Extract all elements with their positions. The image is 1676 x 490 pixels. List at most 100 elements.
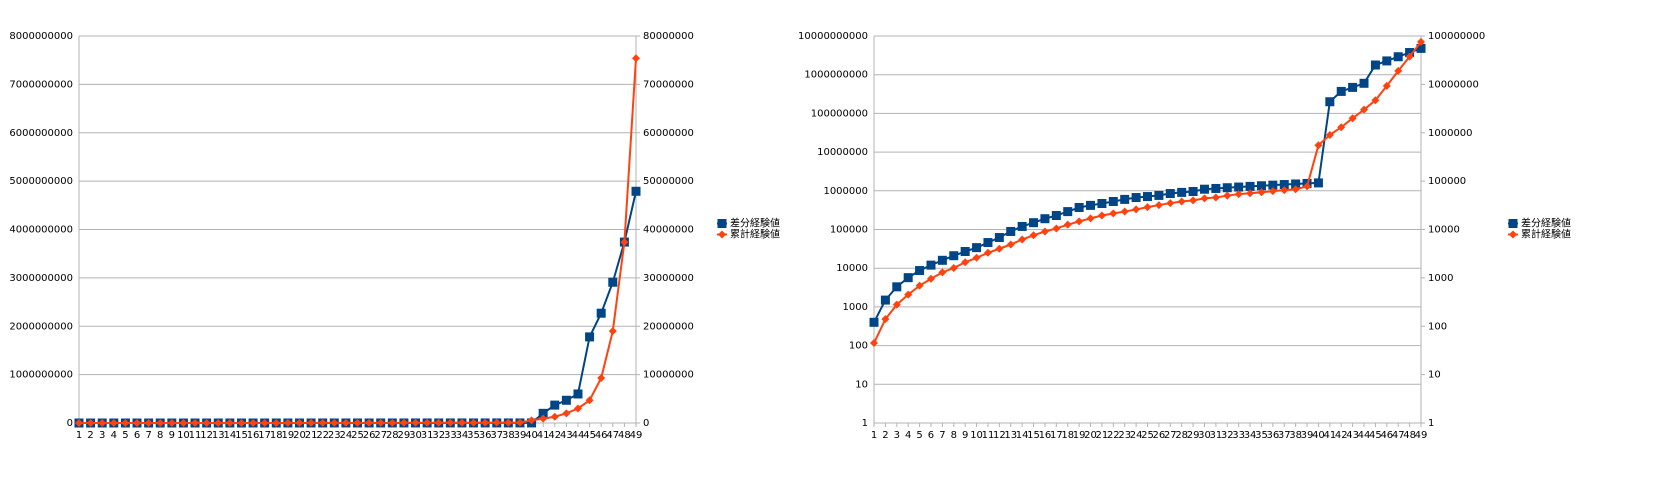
- x-tick-label: 20: [1084, 430, 1097, 441]
- legend-marker: [717, 219, 727, 228]
- y2-tick-label: 30000000: [643, 273, 694, 284]
- legend-marker: [1508, 219, 1518, 228]
- data-point: [1371, 96, 1380, 105]
- data-point: [1108, 196, 1118, 206]
- x-tick-label: 25: [1141, 430, 1154, 441]
- data-point: [915, 281, 924, 290]
- data-point: [446, 418, 455, 427]
- data-point: [1189, 196, 1198, 205]
- x-tick-label: 35: [1255, 430, 1268, 441]
- y2-tick-label: 100000000: [1428, 31, 1485, 42]
- data-point: [1257, 188, 1266, 197]
- x-tick-label: 30: [409, 430, 422, 441]
- data-point: [1360, 105, 1369, 114]
- y2-tick-label: 10: [1428, 370, 1441, 381]
- x-tick-label: 1: [871, 430, 877, 441]
- y-tick-label: 7000000000: [9, 79, 73, 90]
- data-point: [121, 418, 130, 427]
- x-tick-label: 28: [386, 430, 399, 441]
- data-point: [98, 418, 107, 427]
- data-point: [1052, 224, 1061, 233]
- y2-tick-label: 80000000: [643, 31, 694, 42]
- x-tick-label: 37: [1278, 430, 1291, 441]
- data-point: [550, 412, 559, 421]
- x-tick-label: 8: [157, 430, 163, 441]
- y2-tick-label: 0: [643, 418, 649, 429]
- data-point: [561, 395, 571, 405]
- x-tick-label: 39: [1301, 430, 1314, 441]
- x-tick-label: 4: [905, 430, 911, 441]
- x-tick-label: 9: [169, 430, 175, 441]
- y2-tick-label: 100000: [1428, 176, 1466, 187]
- data-point: [1382, 81, 1391, 90]
- data-point: [225, 418, 234, 427]
- x-tick-label: 47: [606, 430, 619, 441]
- data-point: [1132, 205, 1141, 214]
- data-point: [915, 266, 925, 276]
- chart: 1 10 100 1000 10000 100000 1000000 10000000 1000…: [798, 31, 1571, 441]
- data-point: [376, 418, 385, 427]
- x-tick-label: 29: [1187, 430, 1200, 441]
- x-tick-label: 48: [618, 430, 631, 441]
- y-tick-label: 100000000: [811, 108, 868, 119]
- data-point: [881, 315, 890, 324]
- data-point: [1211, 183, 1221, 193]
- data-point: [1222, 183, 1232, 193]
- data-point: [1291, 179, 1301, 189]
- x-tick-label: 42: [548, 430, 561, 441]
- data-point: [260, 418, 269, 427]
- data-point: [1165, 189, 1175, 199]
- data-point: [330, 418, 339, 427]
- data-point: [492, 418, 501, 427]
- data-point: [341, 418, 350, 427]
- data-point: [1268, 180, 1278, 190]
- data-point: [1223, 191, 1232, 200]
- y2-tick-label: 1000: [1428, 273, 1453, 284]
- data-point: [318, 418, 327, 427]
- x-tick-label: 16: [247, 430, 260, 441]
- x-tick-label: 19: [1073, 430, 1086, 441]
- data-point: [1199, 184, 1209, 194]
- y-tick-label: 1000000000: [804, 70, 868, 81]
- x-tick-label: 15: [1027, 430, 1040, 441]
- data-point: [1234, 182, 1244, 192]
- data-point: [1246, 189, 1255, 198]
- data-point: [307, 418, 316, 427]
- data-point: [1279, 180, 1289, 190]
- data-point: [423, 418, 432, 427]
- data-point: [926, 260, 936, 270]
- data-point: [937, 255, 947, 265]
- y-tick-label: 100000: [830, 225, 868, 236]
- data-point: [133, 418, 142, 427]
- x-tick-label: 29: [398, 430, 411, 441]
- data-point: [960, 247, 970, 257]
- y2-tick-label: 1: [1428, 418, 1434, 429]
- x-tick-label: 37: [490, 430, 503, 441]
- data-point: [1370, 60, 1380, 70]
- data-point: [1405, 52, 1414, 61]
- data-point: [961, 258, 970, 267]
- data-point: [411, 418, 420, 427]
- y-tick-label: 10: [855, 379, 868, 390]
- x-tick-label: 18: [270, 430, 283, 441]
- x-tick-label: 5: [122, 430, 128, 441]
- x-tick-label: 39: [514, 430, 527, 441]
- y-tick-label: 1000000: [823, 186, 868, 197]
- data-point: [880, 295, 890, 305]
- data-point: [1143, 192, 1152, 202]
- y2-tick-label: 10000000: [1428, 79, 1479, 90]
- data-point: [1029, 218, 1039, 228]
- x-tick-label: 24: [1130, 430, 1143, 441]
- data-point: [469, 418, 478, 427]
- data-point: [1336, 86, 1346, 96]
- data-point: [983, 238, 993, 248]
- y2-tick-label: 20000000: [643, 321, 694, 332]
- x-tick-label: 35: [467, 430, 480, 441]
- data-point: [1018, 235, 1027, 244]
- x-tick-label: 43: [1346, 430, 1359, 441]
- x-tick-label: 10: [970, 430, 983, 441]
- data-point: [608, 277, 618, 287]
- x-tick-label: 14: [1016, 430, 1029, 441]
- x-tick-label: 21: [305, 430, 318, 441]
